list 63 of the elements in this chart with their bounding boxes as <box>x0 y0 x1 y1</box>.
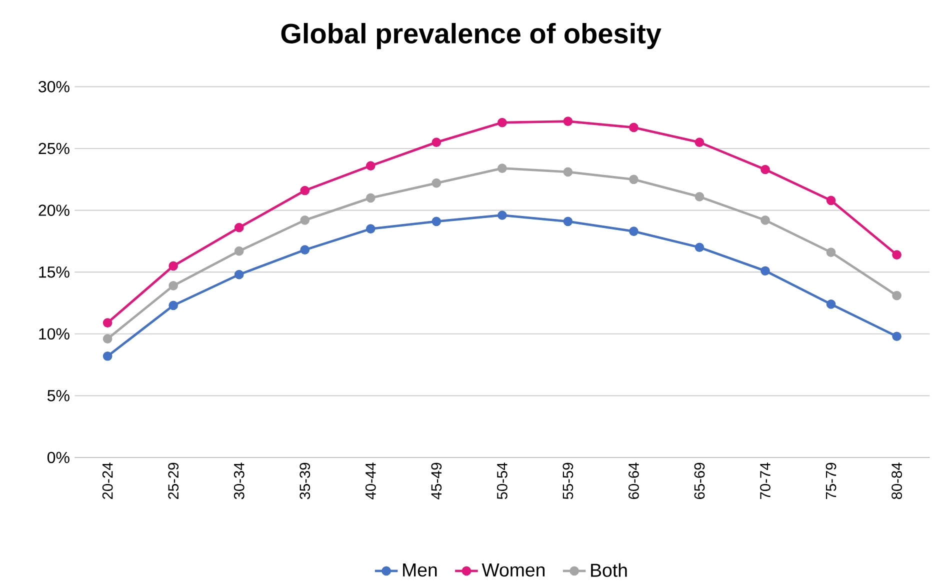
point <box>629 226 638 236</box>
point <box>102 351 112 361</box>
point <box>498 118 507 128</box>
point <box>760 215 770 225</box>
point <box>826 248 836 257</box>
point <box>892 290 902 300</box>
point <box>168 261 178 271</box>
y-tick-label: 15% <box>39 266 70 278</box>
x-tick-label: 45-49 <box>431 462 442 500</box>
point <box>563 167 573 177</box>
point <box>234 222 244 232</box>
chart-title: Global prevalence of obesity <box>281 22 662 50</box>
point <box>168 300 178 310</box>
y-tick-label: 0% <box>47 452 70 464</box>
point <box>760 266 770 276</box>
point <box>892 250 902 260</box>
x-tick-label: 65-69 <box>694 462 705 499</box>
point <box>694 192 704 202</box>
point <box>300 245 310 254</box>
point <box>563 116 573 126</box>
point <box>432 178 442 188</box>
point <box>694 138 704 147</box>
point <box>498 164 507 173</box>
point <box>102 318 112 328</box>
point <box>694 242 704 252</box>
point <box>892 332 902 342</box>
point <box>366 224 376 234</box>
point <box>234 270 244 280</box>
x-tick-label: 40-44 <box>365 462 376 500</box>
y-tick-label: 10% <box>39 328 70 340</box>
point <box>826 196 836 206</box>
point <box>366 193 376 203</box>
point <box>563 216 573 226</box>
y-tick-label: 30% <box>38 81 70 92</box>
y-tick-label: 20% <box>38 204 70 216</box>
point <box>432 216 442 226</box>
y-tick-label: 25% <box>38 142 70 154</box>
x-tick-label: 50-54 <box>497 462 508 500</box>
point <box>629 122 638 132</box>
x-tick-label: 25-29 <box>168 462 179 499</box>
point <box>760 164 770 174</box>
point <box>629 174 638 184</box>
point <box>432 138 442 147</box>
y-tick-label: 5% <box>47 390 70 402</box>
x-tick-label: 80-84 <box>892 462 902 500</box>
x-tick-label: 70-74 <box>760 462 770 499</box>
point <box>366 161 376 170</box>
legend-label: Women <box>482 564 545 577</box>
point <box>498 210 507 220</box>
x-tick-label: 20-24 <box>102 462 113 499</box>
legend-label: Men <box>403 564 437 577</box>
point <box>234 246 244 256</box>
x-tick-label: 30-34 <box>234 462 244 500</box>
point <box>102 334 112 344</box>
x-tick-label: 60-64 <box>628 462 639 499</box>
point <box>300 215 310 225</box>
point <box>826 300 836 309</box>
legend-label: Both <box>591 563 627 577</box>
x-tick-label: 35-39 <box>300 462 310 500</box>
point <box>168 280 178 290</box>
x-tick-label: 75-79 <box>826 462 836 499</box>
x-tick-label: 55-59 <box>562 462 574 500</box>
point <box>300 186 310 196</box>
